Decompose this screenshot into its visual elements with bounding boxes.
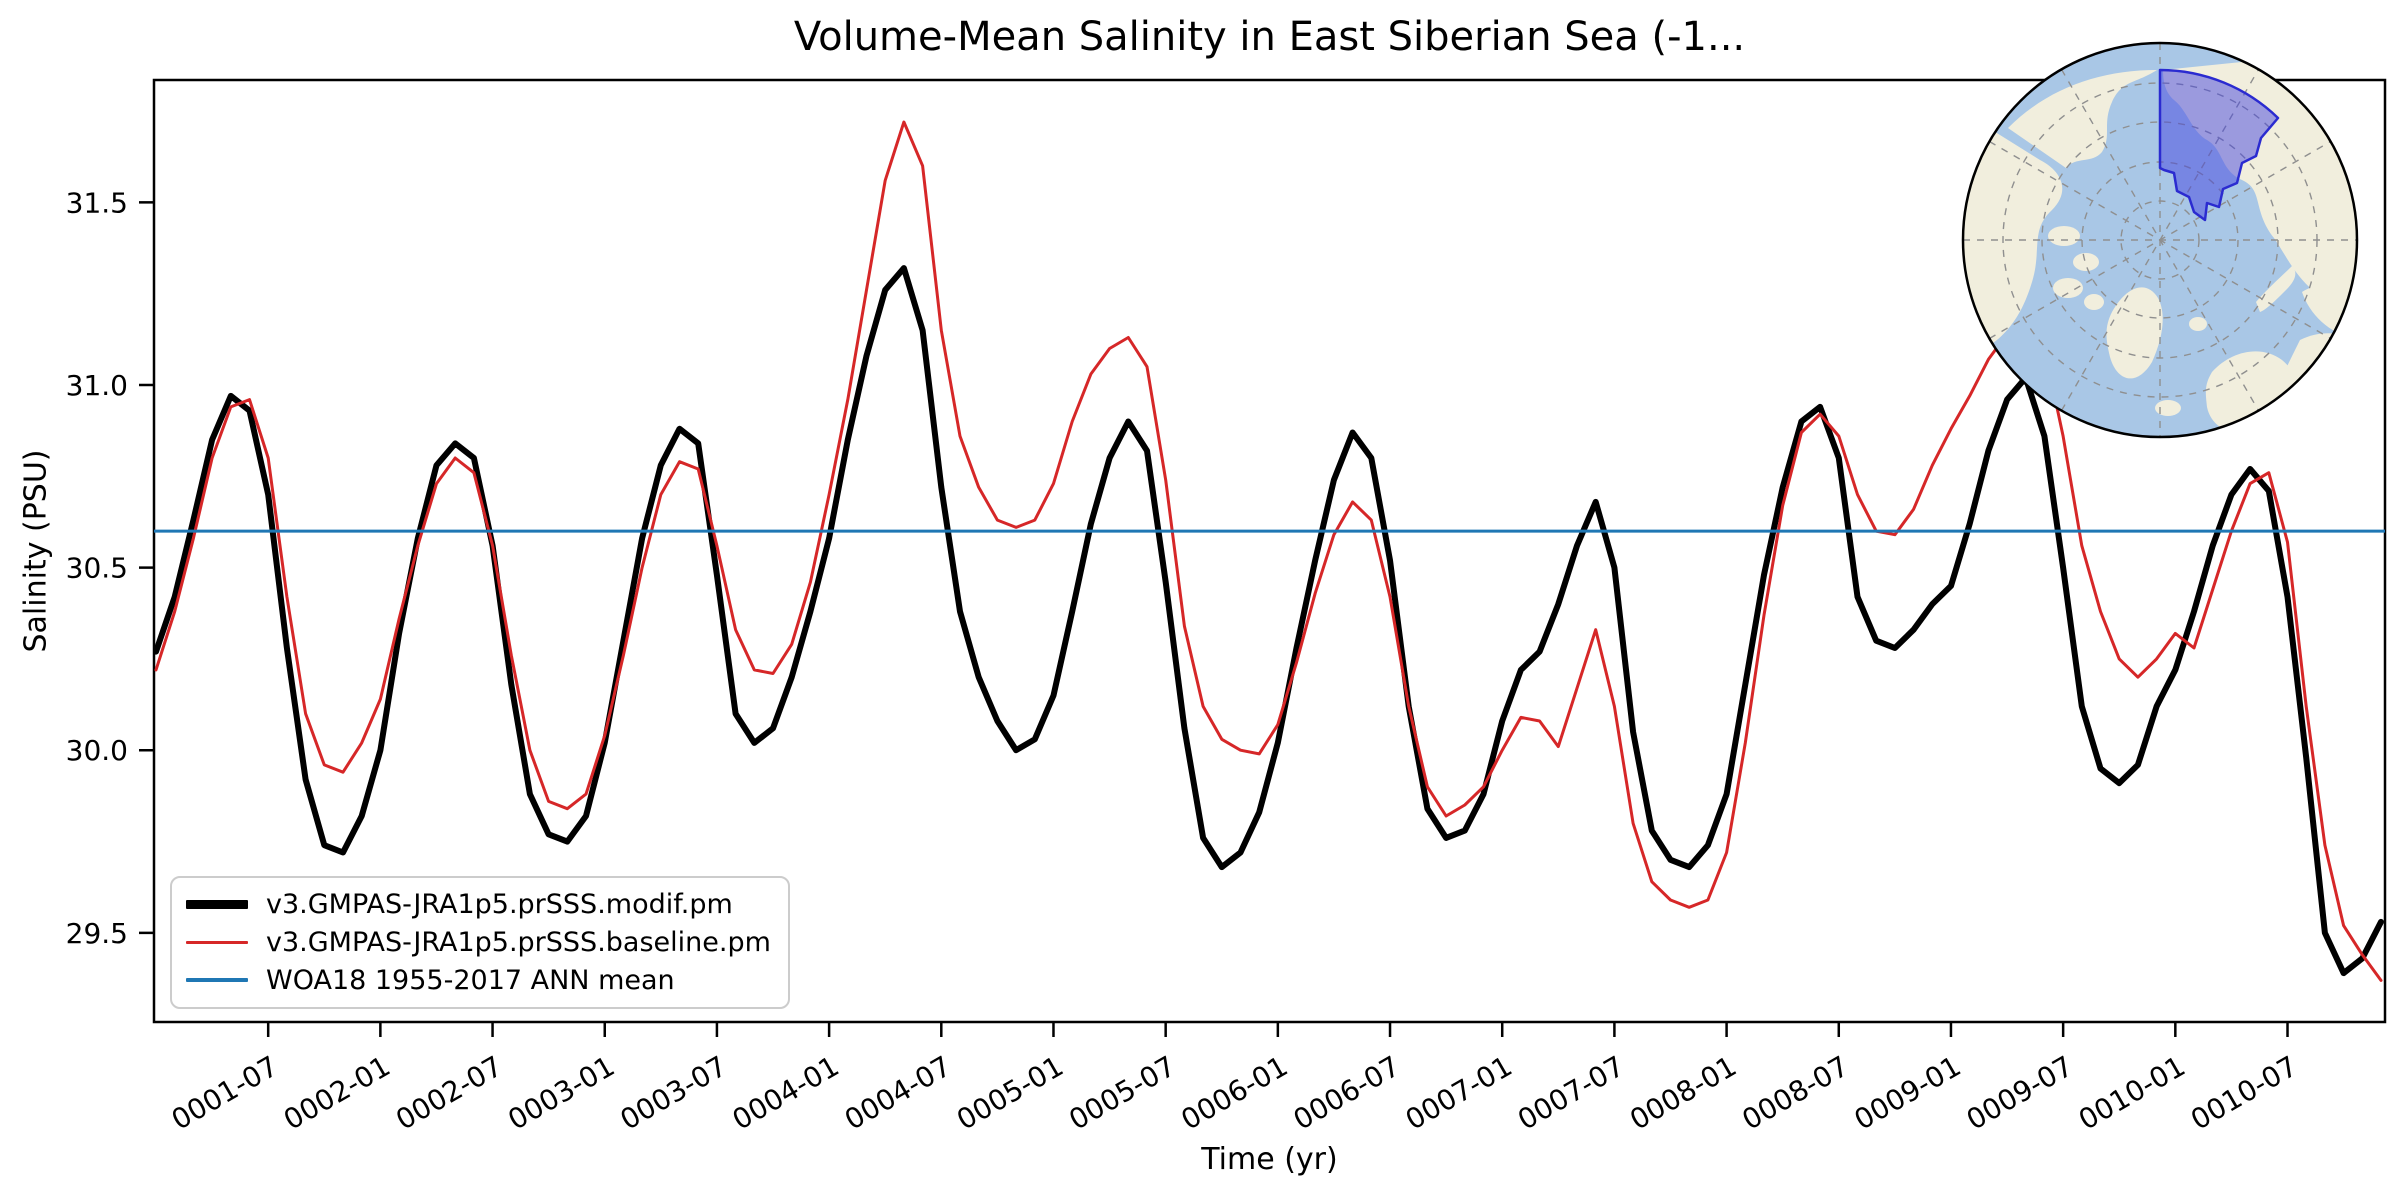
inset-map-arctic [1961,41,2359,439]
x-axis-label: Time (yr) [1201,1142,1338,1177]
legend-item-baseline: v3.GMPAS-JRA1p5.prSSS.baseline.pm [186,924,774,960]
y-tick-label: 31.0 [66,369,128,402]
x-tick-label: 0004-01 [727,1049,845,1136]
chart-title: Volume-Mean Salinity in East Siberian Se… [793,14,1746,60]
x-tick-label: 0008-01 [1624,1049,1742,1136]
x-tick-label: 0003-01 [502,1049,620,1136]
series-line-0 [153,265,2384,977]
x-tick-label: 0003-07 [615,1049,733,1136]
map-island-novaya-zemlya [2256,266,2296,312]
x-tick-label: 0006-07 [1288,1049,1406,1136]
legend: v3.GMPAS-JRA1p5.prSSS.modif.pm v3.GMPAS-… [170,876,790,1009]
y-tick-label: 31.5 [66,186,128,219]
map-graticule [1963,43,2357,437]
x-tick-label: 0010-01 [2073,1049,2191,1136]
x-tick-label: 0007-07 [1512,1049,1630,1136]
x-tick-label: 0006-01 [1176,1049,1294,1136]
legend-line-sample-black [186,900,248,910]
legend-label: v3.GMPAS-JRA1p5.prSSS.baseline.pm [266,926,771,958]
map-island-svalbard [2189,317,2207,331]
y-tick-label: 30.0 [66,734,128,767]
y-tick-label: 29.5 [66,917,128,950]
x-tick-label: 0004-07 [839,1049,957,1136]
map-region-highlight-east-siberian-sea [2158,68,2280,222]
x-tick-label: 0005-07 [1063,1049,1181,1136]
x-tick-label: 0001-07 [166,1049,284,1136]
x-tick-label: 0008-07 [1736,1049,1854,1136]
legend-line-sample-red [186,940,248,945]
map-island [2073,253,2099,271]
x-tick-label: 0010-07 [2185,1049,2303,1136]
map-land-canada [1963,110,2063,360]
legend-label: v3.GMPAS-JRA1p5.prSSS.modif.pm [266,889,733,921]
y-tick-label: 30.5 [66,552,128,585]
map-island [2084,294,2104,310]
x-tick-label: 0009-07 [1961,1049,2079,1136]
map-island-iceland [2155,400,2181,416]
map-land-alaska [2008,70,2157,168]
legend-item-woa18: WOA18 1955-2017 ANN mean [186,962,774,998]
legend-label: WOA18 1955-2017 ANN mean [266,964,675,996]
x-tick-label: 0002-01 [278,1049,396,1136]
plot-border [152,78,2387,1024]
map-island [2048,226,2080,246]
x-tick-label: 0005-01 [951,1049,1069,1136]
map-border-circle [1961,41,2359,439]
map-land-greenland [2106,287,2163,379]
x-tick-label: 0009-01 [1849,1049,1967,1136]
x-tick-label: 0007-01 [1400,1049,1518,1136]
legend-item-modif: v3.GMPAS-JRA1p5.prSSS.modif.pm [186,887,774,923]
legend-line-sample-blue [186,978,248,982]
x-tick-label: 0002-07 [390,1049,508,1136]
map-island [2053,278,2083,298]
